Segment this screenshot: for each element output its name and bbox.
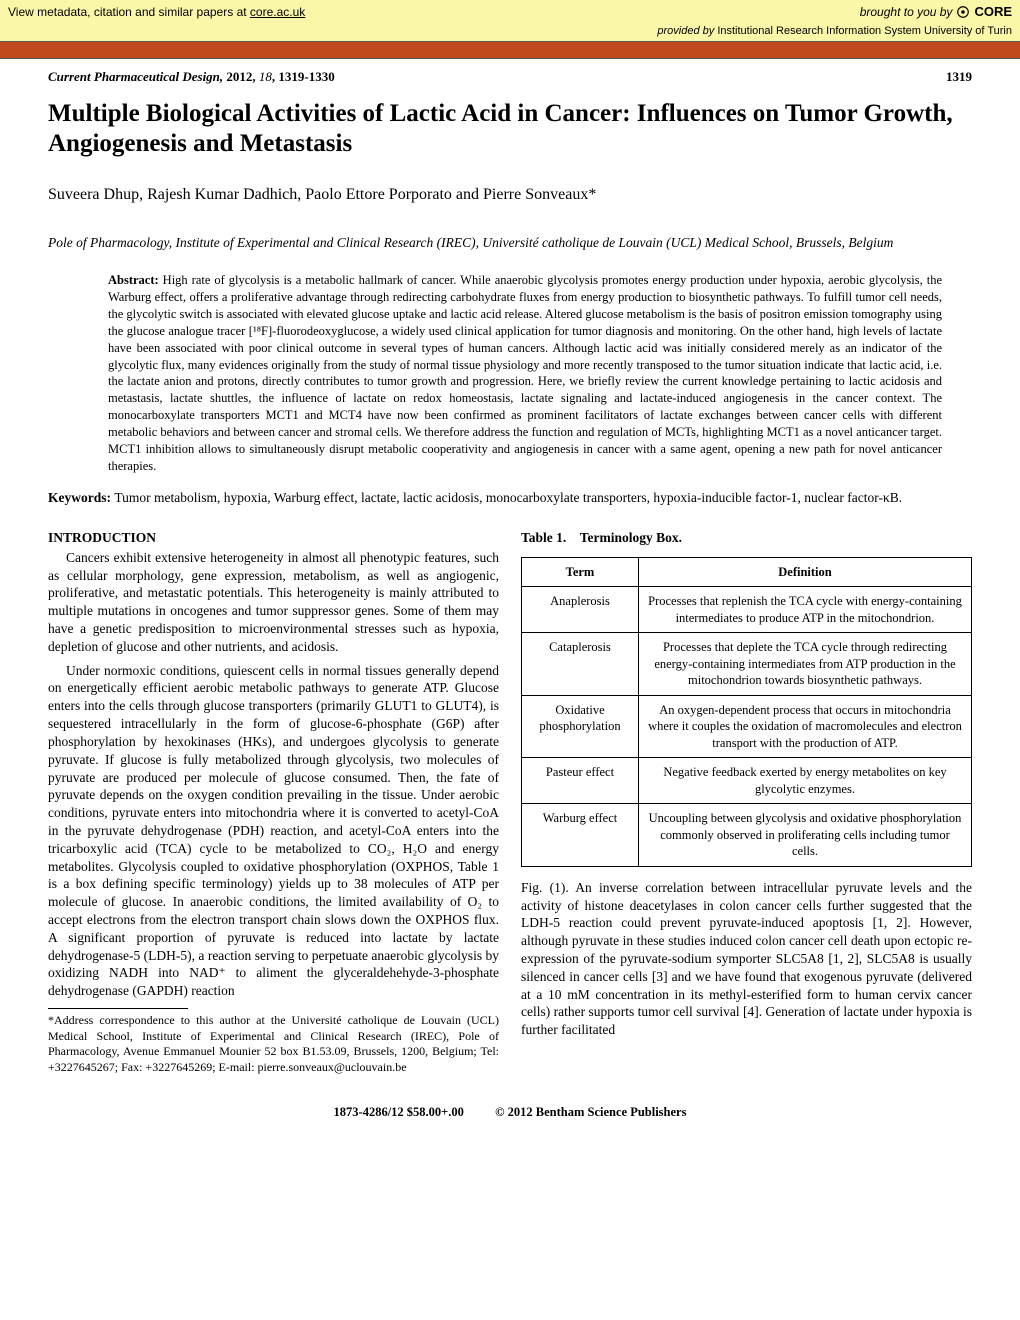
keywords-label: Keywords: [48,490,114,505]
keywords-text: Tumor metabolism, hypoxia, Warburg effec… [114,490,902,505]
orange-bar [0,41,1020,59]
provided-source[interactable]: Institutional Research Information Syste… [717,25,1012,37]
th-term: Term [522,557,639,587]
term-cell: Oxidative phosphorylation [522,695,639,758]
core-banner: View metadata, citation and similar pape… [0,0,1020,23]
article-title: Multiple Biological Activities of Lactic… [48,99,972,158]
term-cell: Pasteur effect [522,758,639,804]
journal-citation: Current Pharmaceutical Design, 2012, 18,… [48,69,335,85]
th-definition: Definition [639,557,972,587]
right-continuation-text: Fig. (1). An inverse correlation between… [521,879,972,1039]
journal-vol: 18 [259,69,272,84]
footer-issn: 1873-4286/12 $58.00+.00 [334,1105,464,1119]
provided-prefix: provided by [657,25,717,37]
provided-bar: provided by Institutional Research Infor… [0,23,1020,41]
def-cell: Negative feedback exerted by energy meta… [639,758,972,804]
abstract-label: Abstract: [108,273,163,287]
table-header-row: Term Definition [522,557,972,587]
abstract-text: High rate of glycolysis is a metabolic h… [108,273,942,473]
banner-left-text: View metadata, citation and similar pape… [8,5,250,19]
page-body: Current Pharmaceutical Design, 2012, 18,… [0,59,1020,1140]
intro-para-2: Under normoxic conditions, quiescent cel… [48,662,499,1000]
core-banner-right[interactable]: brought to you by CORE [860,4,1012,19]
journal-year: 2012, [223,69,259,84]
affiliation: Pole of Pharmacology, Institute of Exper… [48,234,972,252]
def-cell: An oxygen-dependent process that occurs … [639,695,972,758]
table-row: Warburg effect Uncoupling between glycol… [522,804,972,867]
journal-name: Current Pharmaceutical Design, [48,69,223,84]
footer-copyright: © 2012 Bentham Science Publishers [495,1105,686,1119]
journal-header-line: Current Pharmaceutical Design, 2012, 18,… [48,69,972,85]
terminology-table: Term Definition Anaplerosis Processes th… [521,557,972,867]
table-row: Oxidative phosphorylation An oxygen-depe… [522,695,972,758]
def-cell: Uncoupling between glycolysis and oxidat… [639,804,972,867]
table-row: Cataplerosis Processes that deplete the … [522,633,972,696]
page-footer: 1873-4286/12 $58.00+.00 © 2012 Bentham S… [48,1105,972,1120]
def-cell: Processes that deplete the TCA cycle thr… [639,633,972,696]
table-row: Anaplerosis Processes that replenish the… [522,587,972,633]
table-caption-title: Terminology Box. [580,530,682,545]
term-cell: Anaplerosis [522,587,639,633]
introduction-heading: INTRODUCTION [48,529,499,547]
table-caption: Table 1. Terminology Box. [521,529,972,547]
intro-para-1: Cancers exhibit extensive heterogeneity … [48,549,499,656]
table-row: Pasteur effect Negative feedback exerted… [522,758,972,804]
table-caption-label: Table 1. [521,530,566,545]
journal-pages: , 1319-1330 [272,69,335,84]
def-cell: Processes that replenish the TCA cycle w… [639,587,972,633]
abstract: Abstract: High rate of glycolysis is a m… [108,272,942,475]
core-logo-icon [956,5,970,19]
banner-left-link[interactable]: core.ac.uk [250,5,305,19]
core-label: CORE [974,4,1012,19]
brought-prefix: brought to you by [860,5,953,19]
term-cell: Warburg effect [522,804,639,867]
left-column: INTRODUCTION Cancers exhibit extensive h… [48,529,499,1082]
keywords: Keywords: Tumor metabolism, hypoxia, War… [48,489,972,507]
core-banner-left[interactable]: View metadata, citation and similar pape… [8,5,305,19]
right-column: Table 1. Terminology Box. Term Definitio… [521,529,972,1082]
footnote-separator [48,1008,188,1009]
two-columns: INTRODUCTION Cancers exhibit extensive h… [48,529,972,1082]
page-number: 1319 [946,69,972,85]
term-cell: Cataplerosis [522,633,639,696]
correspondence-footnote: *Address correspondence to this author a… [48,1013,499,1075]
authors: Suveera Dhup, Rajesh Kumar Dadhich, Paol… [48,186,972,204]
